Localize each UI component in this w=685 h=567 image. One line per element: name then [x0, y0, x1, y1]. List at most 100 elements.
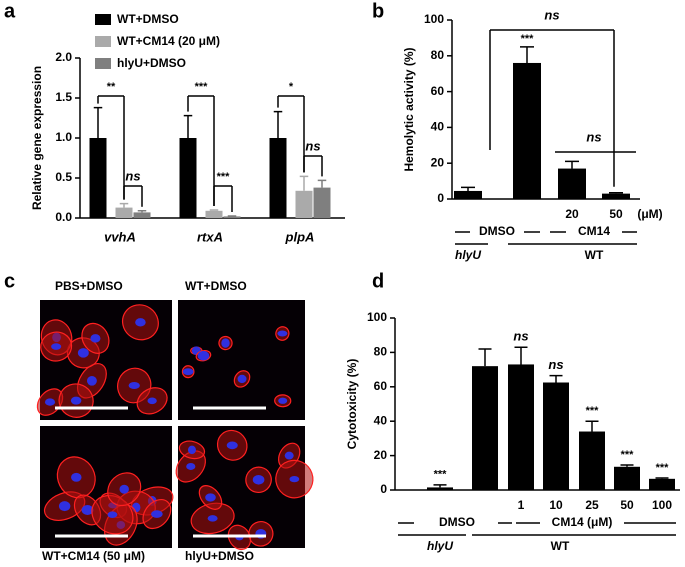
significance-label: *** — [521, 33, 535, 45]
error-bar — [317, 179, 327, 188]
y-tick-label: 2.0 — [55, 50, 72, 64]
error-bar — [273, 110, 283, 138]
error-bar — [514, 346, 528, 365]
panel-label: b — [372, 0, 384, 22]
nucleus — [207, 515, 218, 522]
unit-label: (μM) — [637, 207, 662, 221]
bar — [313, 187, 331, 218]
panel-label: a — [4, 0, 16, 22]
bar — [133, 212, 151, 218]
y-tick-label: 80 — [374, 345, 388, 359]
nucleus — [70, 396, 82, 405]
error-bar — [183, 114, 193, 138]
error-bar — [461, 186, 475, 191]
bar — [472, 366, 498, 490]
error-bar — [119, 202, 129, 208]
significance-label: *** — [195, 81, 209, 93]
y-tick-label: 100 — [367, 310, 387, 324]
x-tick-label: plpA — [285, 229, 315, 244]
legend-label: WT+CM14 (20 μM) — [117, 34, 220, 48]
error-bar — [520, 46, 534, 63]
nucleus — [77, 348, 89, 358]
error-bar — [565, 160, 579, 169]
significance-label: ns — [544, 7, 559, 22]
group-label: DMSO — [439, 515, 475, 529]
y-tick-label: 20 — [374, 448, 388, 462]
nucleus — [186, 463, 196, 470]
nucleus — [90, 334, 101, 343]
y-tick-label: 100 — [424, 12, 444, 26]
nucleus — [284, 451, 294, 460]
image-label: WT+DMSO — [185, 279, 247, 293]
significance-label: ns — [305, 138, 320, 153]
nucleus — [86, 375, 97, 386]
significance-label: ns — [513, 329, 528, 344]
error-bar — [433, 484, 447, 488]
x-tick-label: 50 — [620, 498, 634, 512]
bar — [508, 364, 534, 490]
bar — [579, 431, 605, 490]
significance-label: ns — [548, 357, 563, 372]
significance-label: *** — [586, 405, 600, 417]
significance-label: ns — [125, 168, 140, 183]
image-label: hlyU+DMSO — [185, 549, 254, 563]
x-tick-label: 25 — [585, 498, 599, 512]
bar — [543, 382, 569, 490]
y-tick-label: 0 — [380, 482, 387, 496]
nucleus — [197, 350, 210, 361]
y-axis-label: Hemolytic activity (%) — [402, 47, 416, 171]
significance-label: ns — [586, 129, 601, 144]
error-bar — [478, 348, 492, 367]
error-bar — [549, 374, 563, 383]
bar — [115, 207, 133, 218]
nucleus — [187, 445, 196, 455]
nucleus — [147, 397, 157, 405]
bar — [558, 168, 586, 199]
nucleus — [107, 511, 118, 519]
group-label: DMSO — [479, 224, 515, 238]
bar — [649, 478, 675, 490]
nucleus — [71, 472, 82, 482]
y-tick-label: 60 — [431, 84, 445, 98]
y-tick-label: 1.0 — [55, 130, 72, 144]
nucleus — [119, 484, 129, 494]
y-tick-label: 1.5 — [55, 90, 72, 104]
nucleus — [289, 475, 300, 483]
nucleus — [51, 343, 62, 350]
nucleus — [277, 330, 288, 337]
nucleus — [58, 501, 71, 512]
y-tick-label: 60 — [374, 379, 388, 393]
group-label: CM14 (μM) — [552, 515, 613, 529]
x-tick-label: 50 — [609, 207, 623, 221]
y-tick-label: 20 — [431, 155, 445, 169]
nucleus — [81, 504, 94, 515]
bar — [89, 138, 107, 218]
nucleus — [226, 441, 238, 450]
nucleus — [252, 474, 265, 485]
group-label: hlyU — [427, 539, 453, 553]
nucleus — [237, 374, 247, 384]
bar — [179, 138, 197, 218]
x-tick-label: 1 — [518, 498, 525, 512]
nucleus — [44, 398, 56, 406]
y-axis-label: Cytotoxicity (%) — [345, 359, 359, 450]
significance-label: * — [289, 81, 294, 93]
bar — [295, 190, 313, 218]
image-label: WT+CM14 (50 μM) — [42, 549, 145, 563]
x-tick-label: rtxA — [197, 229, 223, 244]
significance-label: *** — [434, 469, 448, 481]
legend-swatch — [95, 36, 111, 47]
group-label: WT — [585, 248, 604, 262]
group-label: WT — [551, 539, 570, 553]
legend-label: WT+DMSO — [117, 12, 179, 26]
error-bar — [655, 477, 669, 479]
nucleus — [205, 493, 216, 502]
error-bar — [93, 106, 103, 138]
x-tick-label: 100 — [652, 498, 672, 512]
nucleus — [135, 318, 146, 327]
error-bar — [609, 191, 623, 194]
bar — [269, 138, 287, 218]
error-bar — [585, 420, 599, 432]
group-label: hlyU — [455, 248, 481, 262]
